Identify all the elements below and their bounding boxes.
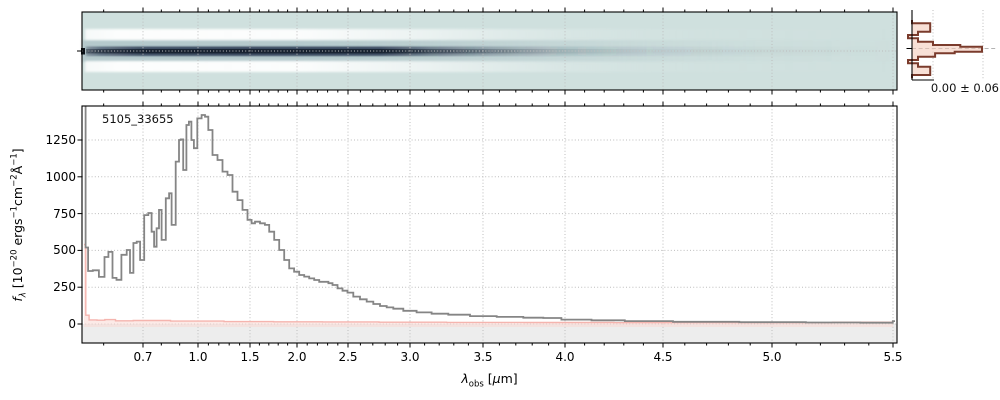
x-tick-label: 0.7 [133,350,153,364]
y-tick-label: 750 [53,206,76,221]
spectrum-1d-panel [77,101,898,348]
x-tick-label: 5.0 [762,350,782,364]
y-tick-label: 250 [53,280,76,295]
x-axis-label: λobs [μm] [461,371,518,390]
y-tick-label: 1250 [45,133,76,147]
spectrum-2d-panel [77,7,898,95]
x-tick-label: 2.5 [338,350,358,364]
y-tick-label: 1000 [45,169,76,184]
y-tick-label: 0 [68,317,76,331]
x-tick-label: 1.0 [188,350,208,364]
x-tick-label: 4.5 [653,350,673,364]
x-tick-label: 4.0 [555,350,575,364]
x-axis-tick-labels: 0.7 1.0 1.5 2.0 2.5 3.0 3.5 4.0 4.5 5.0 5.5 [0,349,1000,367]
y-axis-tick-labels: 0 250 500 750 1000 1250 [0,0,78,400]
x-tick-label: 2.0 [287,350,307,364]
x-tick-label: 3.5 [473,350,493,364]
plot-title: 5105_33655 [102,112,174,126]
x-tick-label: 5.5 [883,350,903,364]
profile-stat-label: 0.00 ± 0.06 [930,81,999,95]
x-tick-label: 3.0 [400,350,420,364]
x-tick-label: 1.5 [240,350,260,364]
y-axis-label: fλ [10−20 ergs−1cm−2Å−1] [9,148,29,302]
y-tick-label: 500 [53,243,76,258]
spatial-profile-panel [906,10,997,81]
